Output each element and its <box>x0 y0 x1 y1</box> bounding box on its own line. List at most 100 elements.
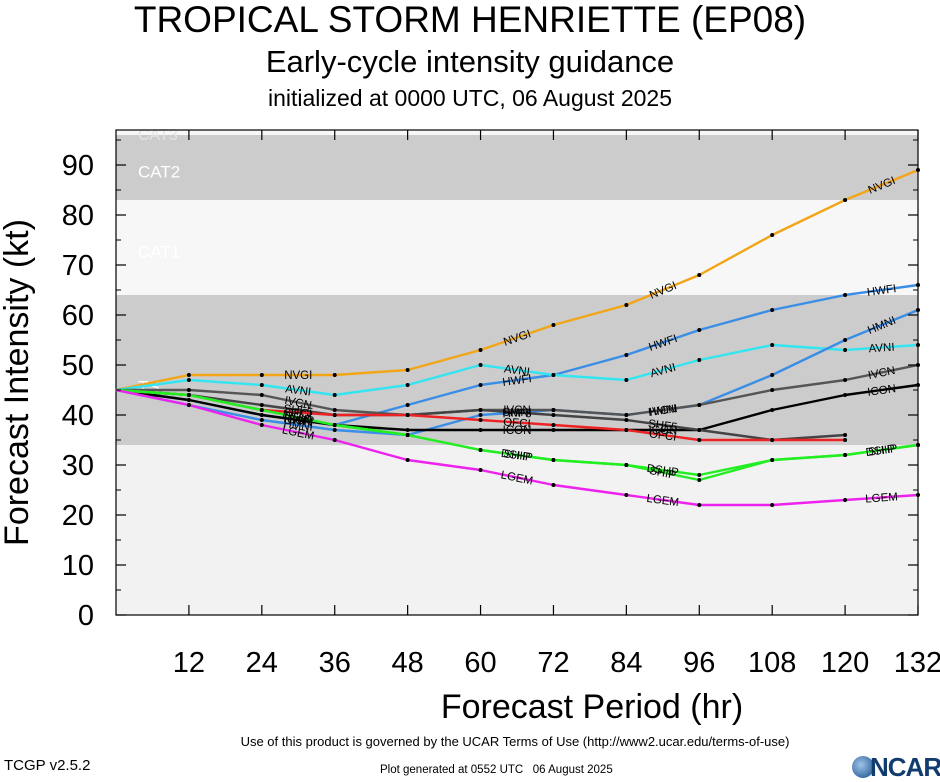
band-label-cat3: CAT3 <box>138 127 178 144</box>
point-ofci <box>478 418 483 422</box>
point-ivcn <box>770 388 775 392</box>
plot-border <box>115 129 919 616</box>
point-ofci <box>697 438 702 442</box>
point-nvgi <box>259 373 264 377</box>
point-dshp <box>843 453 848 457</box>
point-avni <box>186 378 191 382</box>
series-line-ivcn <box>116 363 919 417</box>
band-label-cat1: CAT1 <box>138 243 180 262</box>
band-cat3 <box>116 130 918 135</box>
point-nvgi <box>770 233 775 237</box>
series-label-ofci: OFCI <box>284 407 312 421</box>
series-label-shf5: SHF5 <box>502 407 532 421</box>
point-icon <box>478 428 483 432</box>
y-tick-label: 60 <box>62 300 94 332</box>
series-label-ivcn: IVCN <box>503 405 530 417</box>
point-dshp <box>405 433 410 437</box>
point-avni <box>551 373 556 377</box>
point-ofci <box>624 428 629 432</box>
point-shf5 <box>697 428 702 432</box>
series-label-ivcn: IVCN <box>649 403 678 419</box>
series-line-icon <box>115 383 919 432</box>
point-nvgi <box>624 303 629 307</box>
point-shf5 <box>624 418 629 422</box>
point-hwfi <box>478 383 483 387</box>
x-tick-label: 72 <box>537 647 569 679</box>
point-icon <box>551 428 556 432</box>
point-avni <box>259 383 264 387</box>
point-ivcn <box>259 393 264 397</box>
series-line-dshp <box>115 388 919 477</box>
point-icon <box>259 413 264 417</box>
globe-icon <box>852 756 874 778</box>
plot-frame <box>115 129 919 616</box>
point-ship <box>697 478 702 482</box>
point-nvgi <box>405 368 410 372</box>
point-nvgi <box>332 373 337 377</box>
series-lines <box>115 168 920 507</box>
point-lgem <box>478 468 483 472</box>
point-ofci <box>843 438 848 442</box>
point-hmni <box>259 418 264 422</box>
point-hmni <box>843 338 848 342</box>
point-shf5 <box>843 433 848 437</box>
point-dshp <box>624 463 629 467</box>
point-lgem <box>697 503 702 507</box>
point-ivcn <box>843 378 848 382</box>
series-line-nvgi <box>115 168 919 392</box>
band-label-cat2: CAT2 <box>138 163 180 182</box>
series-line-lgem <box>115 388 919 507</box>
point-lgem <box>770 503 775 507</box>
series-label-dshp: DSHP <box>500 448 534 464</box>
y-tick-label: 20 <box>62 500 94 532</box>
series-label-hwfi: HWFI <box>866 283 897 299</box>
point-lgem <box>186 403 191 407</box>
point-lgem <box>259 423 264 427</box>
point-avni <box>843 348 848 352</box>
y-tick-label: 0 <box>78 600 94 632</box>
x-axis-label: Forecast Period (hr) <box>441 688 743 726</box>
point-dshp <box>770 458 775 462</box>
chart-subtitle: Early-cycle intensity guidance <box>265 44 675 79</box>
band-cat2 <box>116 135 918 200</box>
series-label-hwfi: HWFI <box>502 373 533 389</box>
point-hwfi <box>405 403 410 407</box>
point-lgem <box>624 493 629 497</box>
point-avni <box>405 383 410 387</box>
point-ofci <box>770 438 775 442</box>
series-label-icon: ICON <box>283 413 313 429</box>
x-tick-label: 36 <box>319 647 351 679</box>
point-nvgi <box>697 273 702 277</box>
series-label-shf5: SHF5 <box>647 418 678 434</box>
point-dshp <box>916 443 920 447</box>
point-ivcn <box>697 403 702 407</box>
ncar-logo: NCAR <box>852 752 940 782</box>
y-tick-label: 80 <box>62 200 94 232</box>
point-lgem <box>405 458 410 462</box>
point-dshp <box>478 448 483 452</box>
point-ivcn <box>551 408 556 412</box>
point-ofci <box>551 423 556 427</box>
series-label-avni: AVNI <box>503 363 530 378</box>
point-lgem <box>916 493 920 497</box>
point-icon <box>405 428 410 432</box>
x-tick-label: 132 <box>894 647 940 679</box>
y-tick-label: 50 <box>62 350 94 382</box>
series-label-ivcn: IVCN <box>283 395 312 412</box>
series-label-hmni: HMNI <box>502 407 532 421</box>
point-hwfi <box>916 283 920 287</box>
point-lgem <box>551 483 556 487</box>
point-avni <box>697 358 702 362</box>
series-label-avni: AVNI <box>284 383 311 398</box>
x-tick-label: 48 <box>392 647 424 679</box>
point-hwfi <box>770 308 775 312</box>
x-tick-label: 108 <box>748 647 796 679</box>
point-nvgi <box>478 348 483 352</box>
series-label-hmni: HMNI <box>283 418 314 434</box>
point-hmni <box>770 373 775 377</box>
point-hmni <box>916 308 920 312</box>
point-ivcn <box>332 408 337 412</box>
point-hwfi <box>697 328 702 332</box>
series-line-avni <box>115 343 919 397</box>
point-ivcn <box>186 388 191 392</box>
